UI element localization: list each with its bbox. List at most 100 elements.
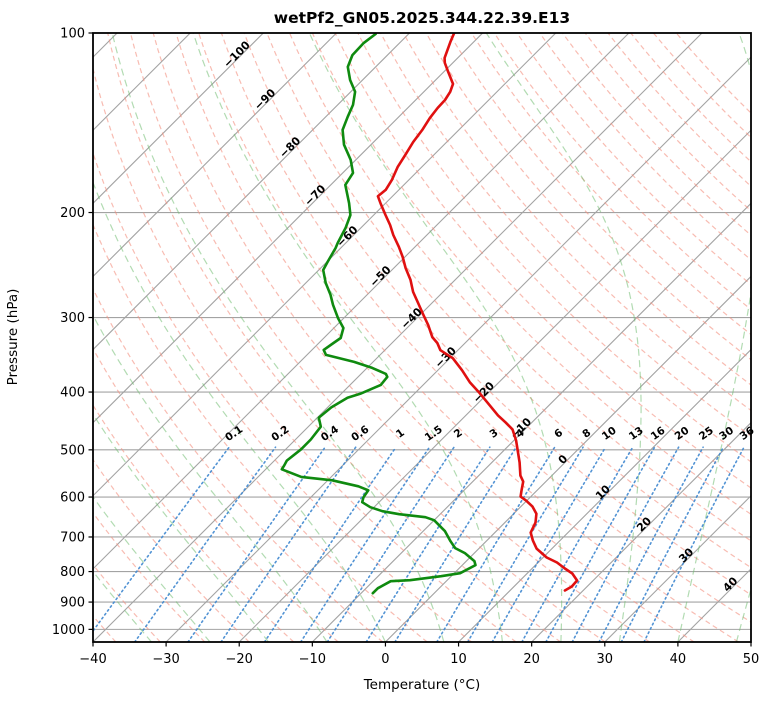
mixing-ratio-line <box>299 446 431 642</box>
y-tick-label: 200 <box>60 206 85 221</box>
isotherm-label: −50 <box>367 263 394 290</box>
isotherm-line <box>604 494 751 642</box>
mixing-ratio-label: 1.5 <box>423 423 445 444</box>
moist-adiabat-line <box>485 33 642 642</box>
mixing-ratio-line <box>598 446 704 642</box>
mixing-ratio-label: 3 <box>488 427 501 441</box>
mixing-ratio-line <box>93 446 230 633</box>
mixing-ratio-line <box>365 446 491 642</box>
dry-adiabat-line <box>266 33 751 569</box>
dry-adiabat-line <box>380 33 751 437</box>
moist-adiabat-line <box>111 33 445 642</box>
isotherm-label: −70 <box>302 182 329 209</box>
dry-adiabat-line <box>93 347 339 642</box>
mixing-ratio-layer <box>93 446 745 642</box>
plot-border <box>92 32 752 643</box>
isotherm-line <box>385 275 751 642</box>
dry-adiabat-line <box>334 33 751 489</box>
mixing-ratio-label: 13 <box>627 425 646 443</box>
isotherm-line <box>93 33 191 132</box>
x-tick-label: 40 <box>670 652 687 667</box>
mixing-ratio-line <box>620 446 725 642</box>
y-tick-label: 1000 <box>52 623 85 638</box>
y-tick-label: 100 <box>60 27 85 42</box>
isotherm-line <box>458 348 751 642</box>
moist-adiabat-line <box>93 180 386 642</box>
dry-adiabat-line <box>243 33 751 596</box>
moist-adiabat-line <box>93 495 211 642</box>
mixing-ratio-line <box>466 446 584 642</box>
mixing-ratio-line <box>571 446 680 642</box>
y-tick-label: 600 <box>60 491 85 506</box>
isotherm-label: −90 <box>252 86 279 113</box>
dry-adiabat-line <box>311 33 751 515</box>
grid-layer <box>93 33 751 642</box>
dry-adiabat-line <box>539 33 751 261</box>
dry-adiabat-line <box>425 33 751 386</box>
x-tick-label: 0 <box>381 652 389 667</box>
moist-adiabat-line <box>677 33 751 642</box>
temperature-curve <box>376 33 579 592</box>
isotherm-label: 20 <box>634 514 654 534</box>
moist-adiabat-line <box>735 586 751 642</box>
dry-adiabat-line <box>129 33 606 642</box>
dry-adiabat-line <box>289 33 751 542</box>
mixing-ratio-label: 0.1 <box>223 423 245 444</box>
mixing-ratio-label: 36 <box>738 425 757 443</box>
dry-adiabat-line <box>493 33 751 311</box>
moist-adiabat-line <box>93 314 328 642</box>
isotherm-line <box>93 33 410 351</box>
dry-adiabat-line <box>652 33 751 139</box>
dewpoint-curve <box>280 33 477 595</box>
x-tick-label: 30 <box>597 652 614 667</box>
dry-adiabat-line <box>198 33 739 642</box>
dry-adiabats-layer <box>93 33 751 642</box>
y-axis-label: Pressure (hPa) <box>5 289 21 386</box>
moist-adiabat-line <box>93 413 269 642</box>
mixing-ratio-label: 0.2 <box>269 423 291 444</box>
moist-adiabat-line <box>93 570 152 642</box>
isotherm-line <box>238 129 751 642</box>
isotherm-label: −60 <box>334 223 361 250</box>
isotherm-line <box>93 33 703 642</box>
mixing-ratio-label: 20 <box>673 425 692 443</box>
dry-adiabat-line <box>448 33 751 361</box>
mixing-ratio-label: 8 <box>580 427 593 441</box>
x-tick-label: −30 <box>152 652 179 667</box>
isotherm-line <box>93 33 630 570</box>
mixing-ratio-line <box>220 446 357 642</box>
y-tick-label: 300 <box>60 311 85 326</box>
isotherm-line <box>531 421 751 642</box>
dry-adiabat-line <box>93 511 206 642</box>
mixing-ratio-line <box>187 446 326 642</box>
dry-adiabat-line <box>220 33 751 623</box>
moist-adiabat-line <box>192 33 503 642</box>
y-tick-label: 400 <box>60 386 85 401</box>
dry-adiabat-line <box>93 563 161 642</box>
x-tick-label: −10 <box>299 652 326 667</box>
mixing-ratio-label: 25 <box>697 425 716 443</box>
moist-adiabats-layer <box>93 33 751 642</box>
x-axis-label: Temperature (°C) <box>363 677 481 693</box>
mixing-ratio-line <box>394 446 517 642</box>
moist-adiabat-line <box>308 33 563 642</box>
isotherm-line <box>93 33 557 497</box>
dry-adiabat-line <box>93 458 250 642</box>
isotherm-line <box>93 33 264 205</box>
dry-adiabat-line <box>607 33 751 188</box>
mixing-ratio-line <box>491 446 607 642</box>
sounding-profiles-layer <box>280 33 579 595</box>
dry-adiabat-line <box>93 223 428 642</box>
mixing-ratio-label: 2 <box>452 427 465 441</box>
dry-adiabat-line <box>152 33 650 642</box>
y-tick-label: 900 <box>60 596 85 611</box>
mixing-ratio-label: 16 <box>649 425 668 443</box>
y-tick-label: 700 <box>60 530 85 545</box>
isotherm-line <box>750 641 751 642</box>
isotherm-line <box>311 202 751 642</box>
dry-adiabat-line <box>107 33 561 642</box>
x-tick-label: −20 <box>226 652 253 667</box>
